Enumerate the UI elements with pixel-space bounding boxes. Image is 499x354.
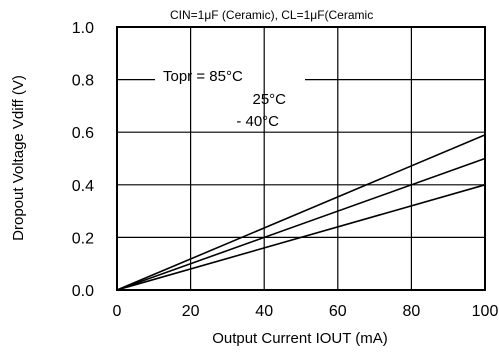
y-tick-label: 0.8	[72, 73, 94, 90]
series-line	[116, 184, 486, 291]
legend-entry: - 40°C	[236, 113, 279, 130]
y-tick-label: 1.0	[72, 20, 94, 37]
legend: Topr = 85°C 25°C - 40°C	[163, 68, 286, 130]
y-tick-label: 0.2	[72, 230, 94, 247]
x-axis-title: Output Current IOUT (mA)	[212, 330, 388, 347]
y-tick-label: 0.0	[72, 283, 94, 300]
x-tick-label: 80	[403, 303, 421, 320]
y-axis-title: Dropout Voltage Vdiff (V)	[10, 75, 27, 241]
series-line	[116, 134, 486, 291]
tick-labels: 0 20 40 60 80 100 0.0 0.2 0.4 0.6 0.8 1.0	[72, 20, 499, 320]
legend-entry: 25°C	[252, 91, 286, 108]
y-tick-label: 0.6	[72, 125, 94, 142]
x-tick-label: 40	[255, 303, 273, 320]
legend-entry: Topr = 85°C	[163, 68, 243, 85]
series-line	[116, 157, 486, 291]
x-tick-label: 0	[113, 303, 122, 320]
plot-frame	[116, 26, 486, 291]
x-tick-label: 100	[472, 303, 499, 320]
x-tick-label: 20	[182, 303, 200, 320]
chart-title: CIN=1μF (Ceramic), CL=1μF(Ceramic	[170, 8, 373, 22]
series-lines	[116, 134, 486, 291]
y-tick-label: 0.4	[72, 178, 94, 195]
x-tick-label: 60	[329, 303, 347, 320]
